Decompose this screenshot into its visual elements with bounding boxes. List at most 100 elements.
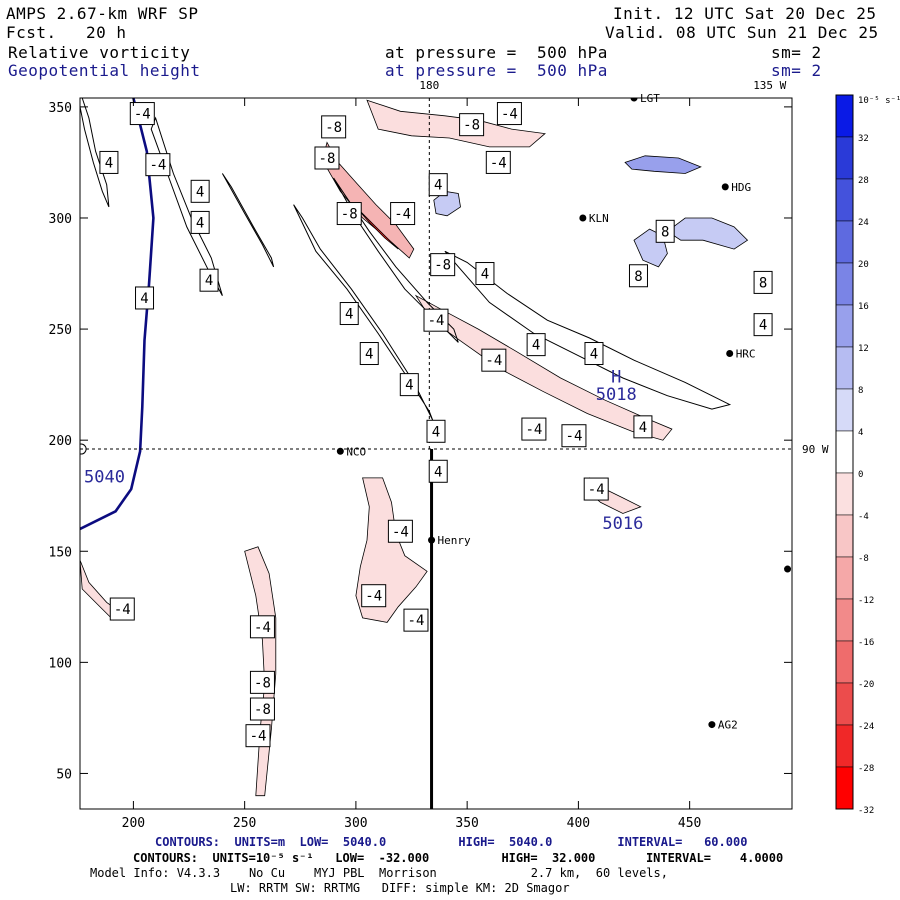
y-tick-label: 250 <box>49 323 72 338</box>
contour-label: -8 <box>325 120 342 136</box>
y-tick-label: 150 <box>49 545 72 560</box>
pole-marker <box>80 443 87 455</box>
contour-label-box <box>135 286 155 310</box>
field-vorticity: Relative vorticity <box>8 43 191 62</box>
colorbar-label: -32 <box>858 806 874 816</box>
vorticity-contour-line <box>80 98 110 208</box>
contour-label: 8 <box>661 224 669 240</box>
station-label: AG2 <box>718 719 738 732</box>
contour-label-box <box>314 146 340 170</box>
contour-label-box <box>584 342 604 366</box>
colorbar-label: -20 <box>858 680 874 690</box>
colorbar-label: 8 <box>858 386 863 396</box>
colorbar-swatch <box>835 388 854 432</box>
contour-label-box <box>561 424 587 448</box>
colorbar-label: -4 <box>858 512 869 522</box>
contour-label: 4 <box>345 307 353 323</box>
contour-label: -4 <box>501 107 518 123</box>
station-label: NCO <box>346 445 366 458</box>
contour-label: -4 <box>566 429 583 445</box>
colorbar-swatch <box>835 766 854 810</box>
contour-label-box <box>428 173 448 197</box>
contour-label-box <box>199 268 219 292</box>
colorbar-label: -12 <box>858 596 874 606</box>
contour-label: -8 <box>463 118 480 134</box>
colorbar-swatch <box>835 262 854 306</box>
colorbar-label: 16 <box>858 302 869 312</box>
station-marker <box>708 721 716 729</box>
contour-label: 4 <box>365 347 373 363</box>
contour-label: -4 <box>485 353 502 369</box>
colorbar-swatch <box>835 430 854 474</box>
contour-label-box <box>496 102 522 126</box>
init-time: Init. 12 UTC Sat 20 Dec 25 <box>613 4 877 23</box>
contour-label-box <box>249 615 275 639</box>
contour-label: 4 <box>759 318 767 334</box>
contour-label: 4 <box>532 338 540 354</box>
contour-label-box <box>390 202 416 226</box>
contour-label-box <box>99 150 119 174</box>
colorbar-label: 0 <box>858 470 863 480</box>
contour-label-box <box>399 373 419 397</box>
smoothing-2: sm= 2 <box>771 61 822 80</box>
colorbar-swatch <box>835 724 854 768</box>
contour-label-box <box>428 459 448 483</box>
contour-label: -4 <box>392 524 409 540</box>
contour-label: -8 <box>254 702 271 718</box>
contour-label: -4 <box>365 589 382 605</box>
contour-label: -8 <box>254 675 271 691</box>
height-contour-5040 <box>80 98 155 531</box>
colorbar-swatch <box>835 682 854 726</box>
contour-label-box <box>485 150 511 174</box>
footer-vorticity-contours: CONTOURS: UNITS=10⁻⁵ s⁻¹ LOW= -32.000 HI… <box>133 851 784 865</box>
high-pressure-value: 5018 <box>596 385 637 405</box>
vorticity-contour-line <box>293 204 441 441</box>
y-tick-label: 200 <box>49 434 72 449</box>
plot-frame <box>79 97 793 810</box>
footer-height-contours: CONTOURS: UNITS=m LOW= 5040.0 HIGH= 5040… <box>155 835 748 849</box>
colorbar-label: 12 <box>858 344 869 354</box>
x-tick-label: 250 <box>233 816 256 831</box>
colorbar-label: -8 <box>858 554 869 564</box>
contour-label: -8 <box>341 207 358 223</box>
colorbar-swatch <box>835 514 854 558</box>
contour-label: 4 <box>639 420 647 436</box>
contour-label: 4 <box>590 347 598 363</box>
contour-label-box <box>403 608 429 632</box>
contour-label: 4 <box>432 424 440 440</box>
contour-label: 8 <box>759 275 767 291</box>
station-marker <box>721 183 729 191</box>
negative-vorticity-region <box>366 99 546 148</box>
contour-label: 4 <box>405 378 413 394</box>
contour-label-box <box>459 113 485 137</box>
latitude-label-90w: 90 W <box>802 443 829 456</box>
station-label: HDG <box>731 181 751 194</box>
colorbar-label: 28 <box>858 176 869 186</box>
pressure-level-2: at pressure = 500 hPa <box>385 61 608 80</box>
contour-label: -4 <box>149 158 166 174</box>
contour-label-box <box>521 417 547 441</box>
contour-label: 4 <box>196 215 204 231</box>
contour-label-box <box>129 102 155 126</box>
contour-label: -4 <box>134 107 151 123</box>
footer-model-info: Model Info: V4.3.3 No Cu MYJ PBL Morriso… <box>90 866 668 880</box>
y-tick-label: 100 <box>49 656 72 671</box>
contour-label: 4 <box>196 184 204 200</box>
colorbar-label: 24 <box>858 218 869 228</box>
positive-vorticity-region <box>624 155 702 174</box>
colorbar-label: 20 <box>858 260 869 270</box>
contour-label-box <box>633 415 653 439</box>
contour-label: 8 <box>634 269 642 285</box>
colorbar-swatch <box>835 640 854 684</box>
contour-label: 4 <box>205 273 213 289</box>
station-label: Henry <box>438 534 471 547</box>
contour-label: -4 <box>114 602 131 618</box>
contour-label: -4 <box>490 155 507 171</box>
colorbar-label: -16 <box>858 638 874 648</box>
contour-label: 4 <box>481 267 489 283</box>
contour-label-box <box>339 302 359 326</box>
plot-area <box>80 98 792 809</box>
contour-label: -4 <box>525 422 542 438</box>
colorbar-label: 4 <box>858 428 863 438</box>
colorbar-swatch <box>835 136 854 180</box>
